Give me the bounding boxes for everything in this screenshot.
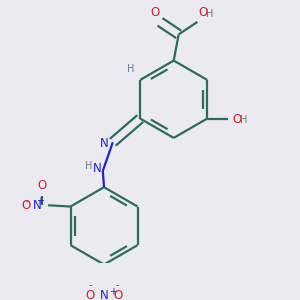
Text: -: - [26, 196, 29, 206]
Text: N: N [93, 162, 101, 175]
Text: O: O [151, 6, 160, 20]
Text: H: H [85, 161, 93, 171]
Text: -: - [88, 280, 92, 290]
Text: N: N [100, 290, 108, 300]
Text: O: O [199, 6, 208, 20]
Text: O: O [37, 179, 46, 192]
Text: H: H [206, 9, 214, 20]
Text: H: H [127, 64, 134, 74]
Text: O: O [232, 113, 242, 126]
Text: +: + [110, 287, 118, 298]
Text: -: - [116, 280, 119, 290]
Text: O: O [21, 199, 31, 212]
Text: H: H [240, 115, 247, 125]
Text: +: + [36, 196, 44, 206]
Text: N: N [100, 137, 108, 150]
Text: O: O [113, 290, 122, 300]
Text: O: O [86, 290, 95, 300]
Text: N: N [33, 199, 42, 212]
